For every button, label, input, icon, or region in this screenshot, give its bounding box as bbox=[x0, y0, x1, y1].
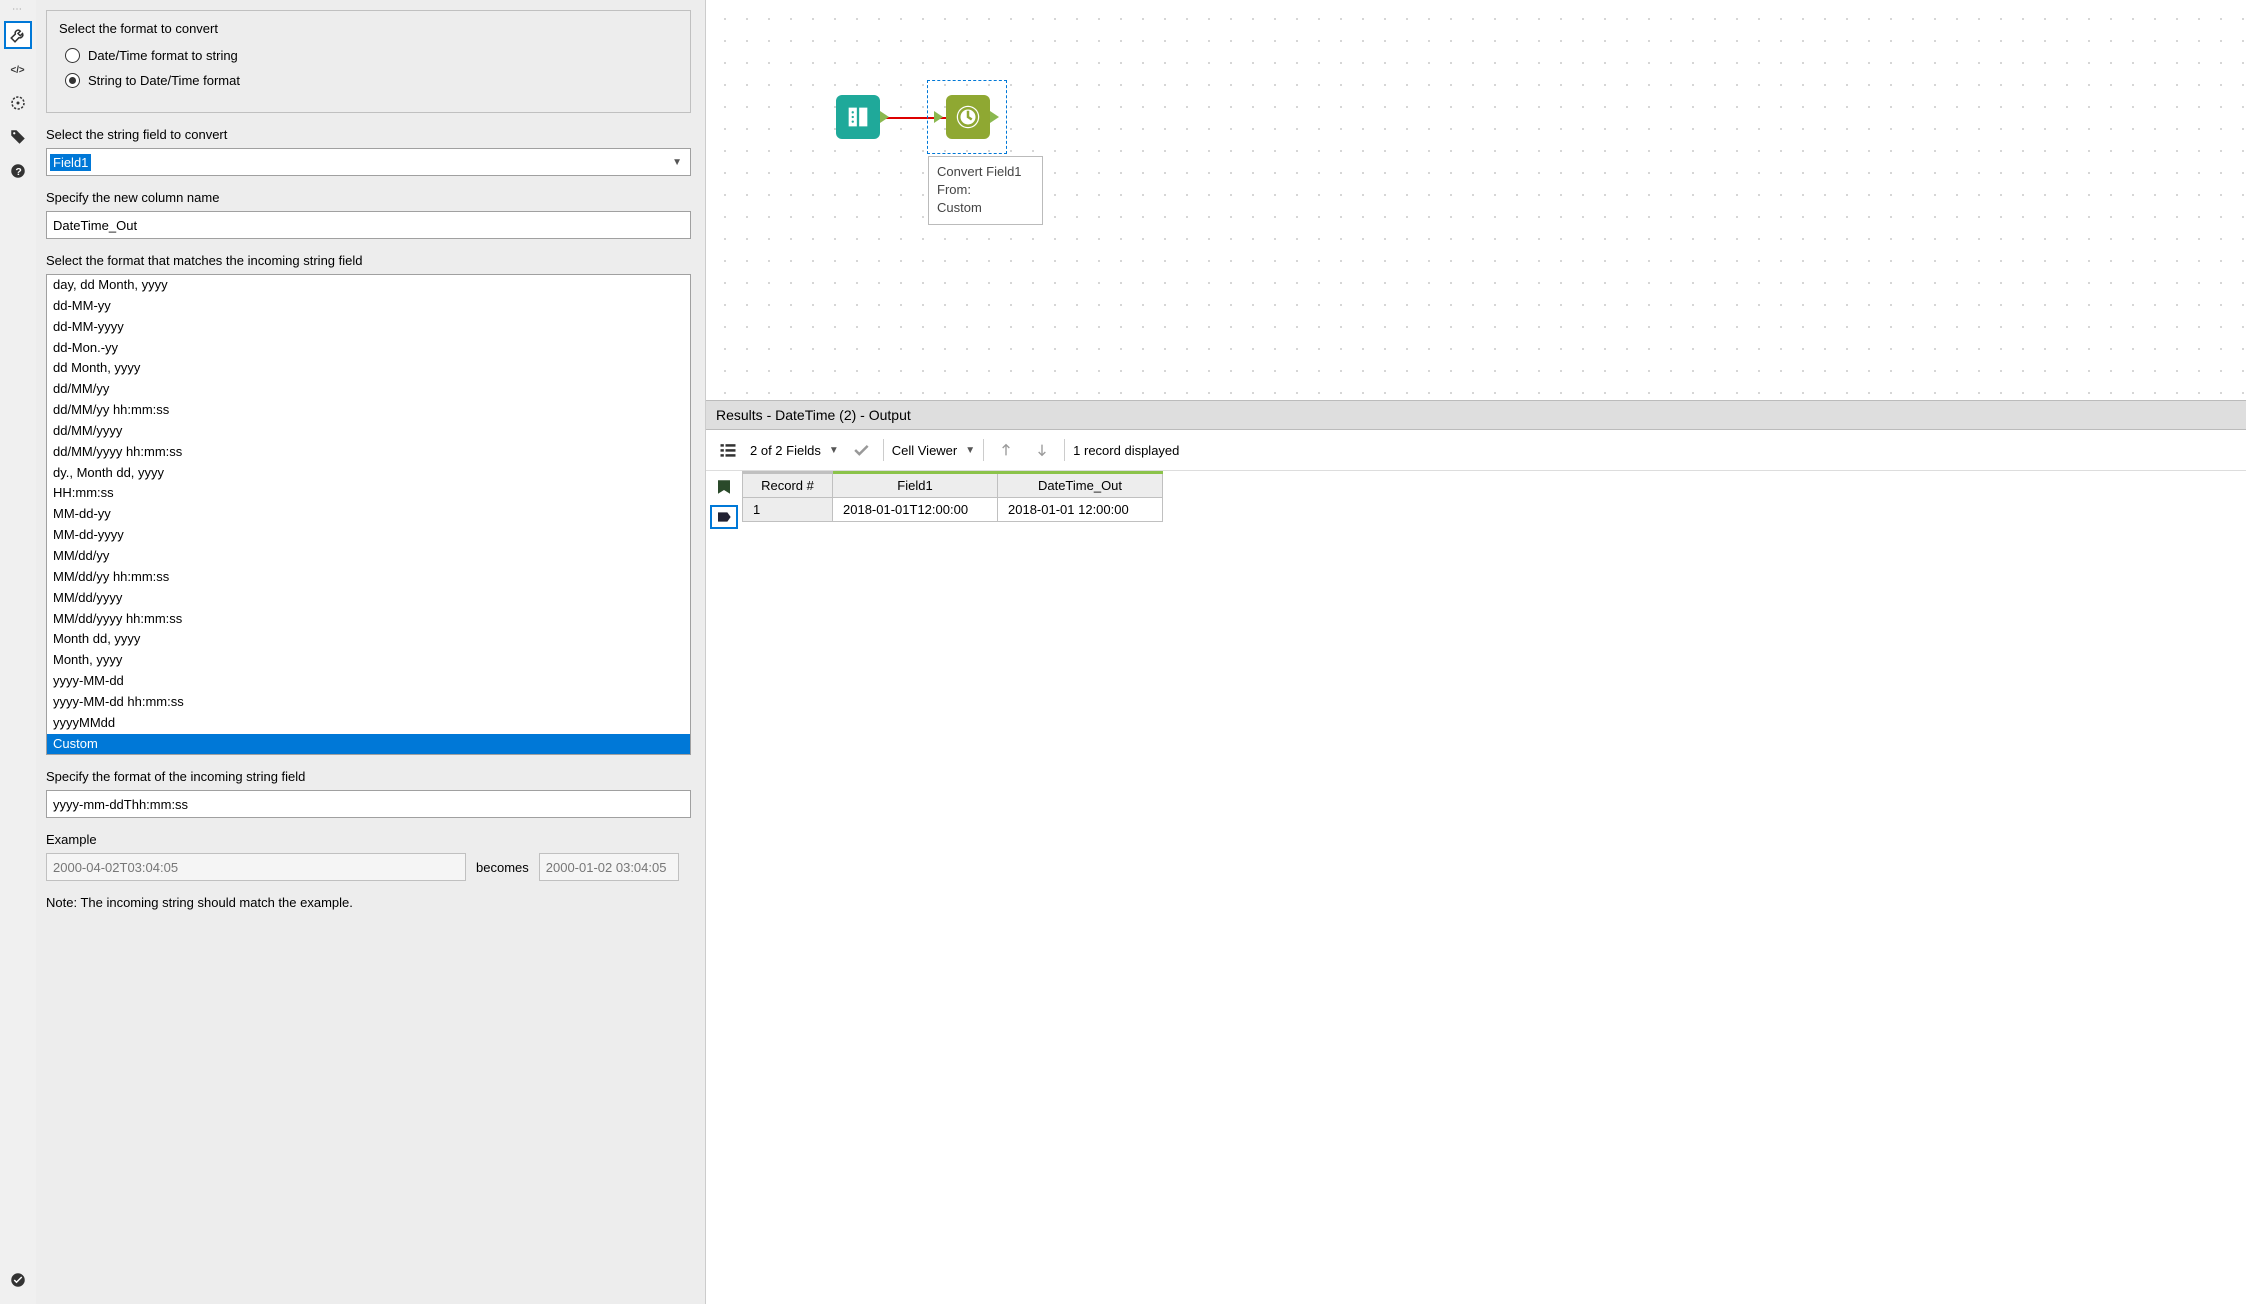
check-icon[interactable] bbox=[4, 1266, 32, 1294]
radio-string-to-date[interactable]: String to Date/Time format bbox=[65, 73, 678, 88]
tag-dark-icon[interactable] bbox=[710, 505, 738, 529]
list-item[interactable]: MM-dd-yy bbox=[47, 504, 690, 525]
list-item[interactable]: MM/dd/yyyy bbox=[47, 588, 690, 609]
target-icon[interactable] bbox=[4, 89, 32, 117]
example-output: 2000-01-02 03:04:05 bbox=[539, 853, 679, 881]
help-icon[interactable]: ? bbox=[4, 157, 32, 185]
output-port-icon bbox=[880, 111, 889, 123]
custom-format-value: yyyy-mm-ddThh:mm:ss bbox=[53, 797, 188, 812]
svg-text:?: ? bbox=[15, 166, 21, 178]
list-item[interactable]: dd/MM/yyyy hh:mm:ss bbox=[47, 442, 690, 463]
custom-format-label: Specify the format of the incoming strin… bbox=[46, 769, 691, 784]
output-port-icon bbox=[990, 111, 999, 123]
list-item[interactable]: MM/dd/yy bbox=[47, 546, 690, 567]
radio-icon bbox=[65, 48, 80, 63]
chevron-down-icon: ▼ bbox=[672, 157, 682, 168]
results-side-toolbar bbox=[706, 471, 742, 1304]
list-item[interactable]: dd-MM-yy bbox=[47, 296, 690, 317]
radio-icon bbox=[65, 73, 80, 88]
list-item[interactable]: yyyyMMdd bbox=[47, 713, 690, 734]
chevron-down-icon[interactable]: ▼ bbox=[829, 445, 839, 456]
checkmark-icon[interactable] bbox=[847, 436, 875, 464]
field-select[interactable]: Field1 ▼ bbox=[46, 148, 691, 176]
results-table[interactable]: Record #Field1DateTime_Out 12018-01-01T12… bbox=[742, 471, 1163, 522]
results-body: Record #Field1DateTime_Out 12018-01-01T12… bbox=[706, 471, 2246, 1304]
field-select-value: Field1 bbox=[50, 154, 91, 171]
xml-icon[interactable]: </> bbox=[4, 55, 32, 83]
new-column-label: Specify the new column name bbox=[46, 190, 691, 205]
separator bbox=[983, 439, 984, 461]
list-item[interactable]: yyyy-MM-dd hh:mm:ss bbox=[47, 692, 690, 713]
sort-asc-icon[interactable] bbox=[992, 436, 1020, 464]
input-port-icon bbox=[934, 111, 943, 123]
wrench-icon[interactable] bbox=[4, 21, 32, 49]
new-column-value: DateTime_Out bbox=[53, 218, 137, 233]
radio-label: String to Date/Time format bbox=[88, 73, 240, 88]
workflow-canvas[interactable]: Convert Field1 From: Custom bbox=[706, 0, 2246, 400]
list-item[interactable]: day, dd Month, yyyy bbox=[47, 275, 690, 296]
chevron-down-icon[interactable]: ▼ bbox=[965, 445, 975, 456]
note-text: Note: The incoming string should match t… bbox=[46, 895, 691, 910]
results-grid: Record #Field1DateTime_Out 12018-01-01T12… bbox=[742, 471, 1163, 1304]
column-header[interactable]: Record # bbox=[743, 473, 833, 498]
datetime-tool-node[interactable] bbox=[946, 95, 990, 139]
list-item[interactable]: HH:mm:ss bbox=[47, 483, 690, 504]
example-label: Example bbox=[46, 832, 691, 847]
field-select-label: Select the string field to convert bbox=[46, 127, 691, 142]
radio-date-to-string[interactable]: Date/Time format to string bbox=[65, 48, 678, 63]
table-cell[interactable]: 2018-01-01T12:00:00 bbox=[833, 498, 998, 522]
drag-dots-icon: ⋯ bbox=[12, 4, 24, 15]
bookmark-icon[interactable] bbox=[710, 475, 738, 499]
table-cell[interactable]: 1 bbox=[743, 498, 833, 522]
list-item[interactable]: MM/dd/yy hh:mm:ss bbox=[47, 567, 690, 588]
new-column-input[interactable]: DateTime_Out bbox=[46, 211, 691, 239]
list-item[interactable]: MM/dd/yyyy hh:mm:ss bbox=[47, 609, 690, 630]
right-panel: Convert Field1 From: Custom Results - Da… bbox=[706, 0, 2246, 1304]
svg-text:</>: </> bbox=[11, 65, 25, 76]
becomes-label: becomes bbox=[476, 860, 529, 875]
list-item[interactable]: dd/MM/yy bbox=[47, 379, 690, 400]
config-panel: Select the format to convert Date/Time f… bbox=[36, 0, 706, 1304]
format-direction-group: Select the format to convert Date/Time f… bbox=[46, 10, 691, 113]
list-item[interactable]: Custom bbox=[47, 734, 690, 755]
example-input: 2000-04-02T03:04:05 bbox=[46, 853, 466, 881]
example-row: 2000-04-02T03:04:05 becomes 2000-01-02 0… bbox=[46, 853, 691, 881]
input-tool-node[interactable] bbox=[836, 95, 880, 139]
list-item[interactable]: Month dd, yyyy bbox=[47, 629, 690, 650]
format-list-label: Select the format that matches the incom… bbox=[46, 253, 691, 268]
fields-count: 2 of 2 Fields bbox=[750, 443, 821, 458]
list-item[interactable]: MM-dd-yyyy bbox=[47, 525, 690, 546]
custom-format-input[interactable]: yyyy-mm-ddThh:mm:ss bbox=[46, 790, 691, 818]
datetime-tool-icon bbox=[946, 95, 990, 139]
sort-desc-icon[interactable] bbox=[1028, 436, 1056, 464]
tag-icon[interactable] bbox=[4, 123, 32, 151]
separator bbox=[883, 439, 884, 461]
column-header[interactable]: Field1 bbox=[833, 473, 998, 498]
input-tool-icon bbox=[836, 95, 880, 139]
results-header: Results - DateTime (2) - Output bbox=[706, 400, 2246, 430]
list-item[interactable]: yyyy-MM-dd bbox=[47, 671, 690, 692]
format-listbox[interactable]: day, dd Month, yyyydd-MM-yydd-MM-yyyydd-… bbox=[46, 274, 691, 755]
list-item[interactable]: dd-Mon.-yy bbox=[47, 338, 690, 359]
radio-label: Date/Time format to string bbox=[88, 48, 238, 63]
list-item[interactable]: dd Month, yyyy bbox=[47, 358, 690, 379]
list-item[interactable]: dd/MM/yy hh:mm:ss bbox=[47, 400, 690, 421]
list-item[interactable]: dd-MM-yyyy bbox=[47, 317, 690, 338]
list-item[interactable]: dd/MM/yyyy bbox=[47, 421, 690, 442]
group-title: Select the format to convert bbox=[59, 21, 678, 36]
results-toolbar: 2 of 2 Fields ▼ Cell Viewer ▼ 1 record d… bbox=[706, 430, 2246, 471]
list-item[interactable]: dy., Month dd, yyyy bbox=[47, 463, 690, 484]
list-view-icon[interactable] bbox=[714, 436, 742, 464]
records-count: 1 record displayed bbox=[1073, 443, 1179, 458]
column-header[interactable]: DateTime_Out bbox=[998, 473, 1163, 498]
config-toolbar: ⋯ </> ? bbox=[0, 0, 36, 1304]
node-annotation[interactable]: Convert Field1 From: Custom bbox=[928, 156, 1043, 225]
separator bbox=[1064, 439, 1065, 461]
table-cell[interactable]: 2018-01-01 12:00:00 bbox=[998, 498, 1163, 522]
cell-viewer-label[interactable]: Cell Viewer bbox=[892, 443, 958, 458]
list-item[interactable]: Month, yyyy bbox=[47, 650, 690, 671]
